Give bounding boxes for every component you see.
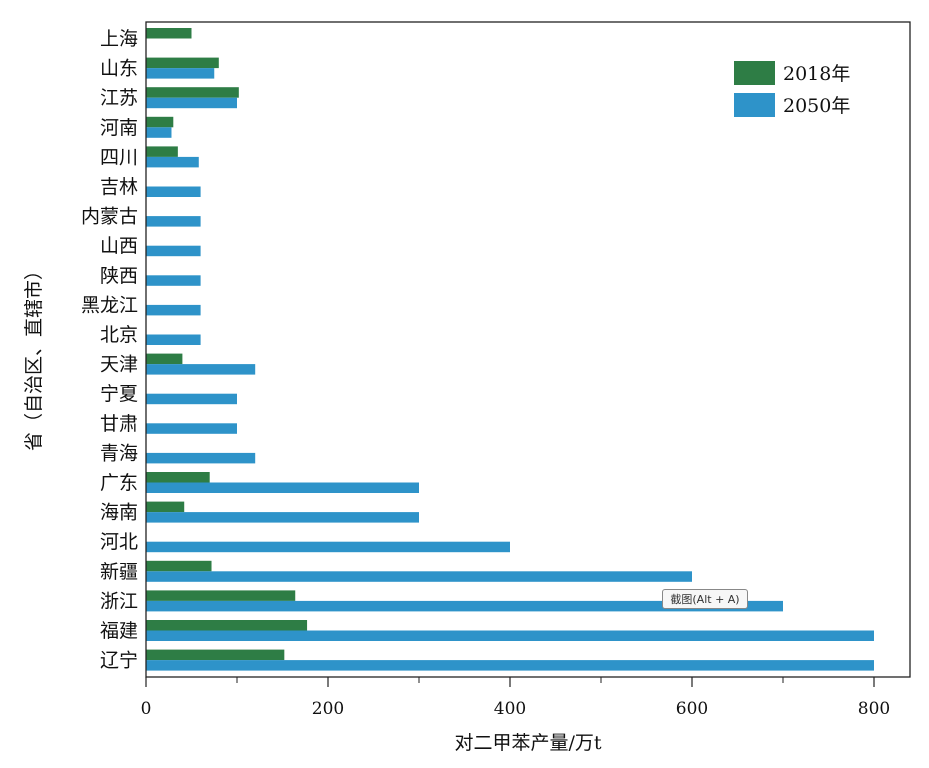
bar-2050年-北京 (146, 334, 201, 345)
bar-2050年-甘肃 (146, 423, 237, 434)
x-tick-label: 0 (141, 699, 152, 719)
category-label: 辽宁 (100, 650, 138, 672)
bars-layer (146, 28, 874, 671)
category-label: 内蒙古 (81, 206, 138, 228)
bar-2050年-福建 (146, 630, 874, 641)
bar-2050年-河北 (146, 541, 510, 553)
category-label: 陕西 (100, 265, 138, 287)
bar-2050年-黑龙江 (146, 304, 201, 316)
legend-label-2050: 2050年 (783, 95, 850, 117)
x-axis-ticks: 0 200 400 600 800 (141, 677, 890, 719)
bar-2050年-浙江 (146, 600, 783, 612)
category-label: 山西 (100, 235, 138, 257)
category-label: 上海 (100, 28, 138, 50)
bar-2018年-江苏 (146, 87, 239, 98)
category-label: 青海 (100, 442, 138, 464)
category-label: 新疆 (100, 561, 138, 583)
bar-2050年-内蒙古 (146, 216, 201, 227)
legend: 2018年 2050年 (734, 61, 850, 117)
bar-2050年-新疆 (146, 571, 692, 582)
category-label: 吉林 (100, 176, 138, 198)
category-label: 河南 (100, 117, 138, 139)
bar-2050年-宁夏 (146, 393, 237, 405)
category-label: 北京 (100, 324, 138, 346)
category-label: 海南 (100, 502, 138, 524)
bar-2050年-天津 (146, 364, 256, 375)
category-label: 宁夏 (100, 383, 138, 405)
bar-2050年-陕西 (146, 275, 201, 286)
legend-swatch-2050 (734, 93, 775, 117)
bar-2050年-辽宁 (146, 660, 874, 671)
bar-2050年-吉林 (146, 186, 201, 197)
bar-2050年-青海 (146, 452, 256, 464)
category-labels: 上海山东江苏河南四川吉林内蒙古山西陕西黑龙江北京天津宁夏甘肃青海广东海南河北新疆… (81, 28, 138, 672)
category-label: 浙江 (100, 590, 138, 612)
category-label: 广东 (100, 472, 138, 494)
category-label: 江苏 (100, 87, 138, 109)
bar-2050年-海南 (146, 512, 419, 523)
bar-2018年-辽宁 (146, 649, 285, 661)
x-tick-label: 200 (312, 699, 344, 719)
x-tick-label: 400 (494, 699, 526, 719)
x-tick-label: 800 (858, 699, 890, 719)
bar-2018年-上海 (146, 28, 192, 39)
bar-2018年-新疆 (146, 560, 212, 572)
y-axis-title: 省（自治区、直辖市） (23, 261, 45, 451)
bar-2018年-四川 (146, 146, 178, 157)
bar-2050年-山东 (146, 68, 215, 79)
category-label: 福建 (100, 620, 138, 642)
category-label: 四川 (100, 146, 138, 168)
category-label: 河北 (100, 531, 138, 553)
screenshot-tooltip: 截图(Alt + A) (662, 589, 748, 609)
bar-2050年-江苏 (146, 97, 237, 109)
category-label: 甘肃 (100, 413, 138, 435)
bar-2018年-福建 (146, 620, 308, 631)
legend-label-2018: 2018年 (783, 63, 850, 85)
bar-2050年-四川 (146, 156, 199, 168)
bar-2018年-浙江 (146, 590, 296, 601)
bar-2018年-山东 (146, 57, 219, 69)
bar-2050年-山西 (146, 245, 201, 257)
bar-2018年-广东 (146, 472, 210, 483)
x-axis-title: 对二甲苯产量/万t (454, 732, 601, 754)
category-label: 黑龙江 (81, 294, 138, 316)
bar-2018年-天津 (146, 353, 183, 365)
category-label: 山东 (100, 58, 138, 80)
legend-swatch-2018 (734, 61, 775, 85)
bar-2018年-海南 (146, 501, 185, 513)
bar-2050年-广东 (146, 482, 419, 493)
plot-frame (145, 21, 911, 678)
bar-2018年-河南 (146, 116, 174, 128)
x-tick-label: 600 (676, 699, 708, 719)
category-label: 天津 (100, 354, 138, 376)
bar-2050年-河南 (146, 127, 172, 138)
